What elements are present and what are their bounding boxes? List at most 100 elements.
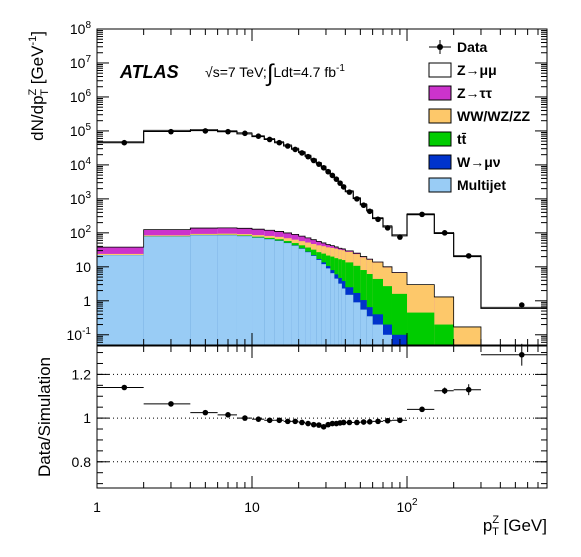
ratio-point	[419, 406, 425, 413]
data-point	[340, 184, 347, 190]
ttbar-bar	[391, 293, 408, 345]
data-point	[284, 143, 291, 149]
multijet-bar	[325, 268, 331, 345]
data-point	[419, 211, 425, 218]
data-point	[354, 196, 360, 202]
multijet-bar	[143, 236, 191, 345]
top-frame	[96, 28, 548, 346]
legend-swatch	[428, 154, 452, 170]
multijet-bar	[252, 237, 265, 345]
data-point	[310, 157, 317, 164]
ratio-point	[397, 417, 403, 424]
legend-data-marker	[437, 44, 443, 50]
data-point	[325, 168, 331, 175]
ratio-point	[305, 420, 311, 427]
data-point	[397, 234, 403, 240]
ratio-point	[354, 419, 360, 426]
data-point	[441, 230, 448, 236]
x-tick-label: 10	[244, 499, 260, 515]
data-point	[305, 153, 311, 160]
data-point	[242, 130, 248, 137]
ratio-point	[316, 422, 322, 428]
multijet-bar	[274, 240, 284, 345]
y-tick-label: 1	[83, 410, 91, 426]
y-tick-label: 103	[70, 190, 92, 207]
multijet-bar	[360, 309, 367, 345]
multijet-bar	[310, 255, 317, 345]
multijet-bar	[316, 259, 322, 345]
zmumu-bar	[480, 308, 547, 345]
multijet-bar	[330, 273, 335, 345]
multijet-bar	[190, 235, 218, 345]
energy-lumi-annotation: √s=7 TeV;∫Ldt=4.7 fb-1	[205, 60, 345, 87]
y-tick-label: 10-1	[67, 326, 92, 343]
legend-label: Multijet	[457, 177, 506, 193]
multijet-bar	[321, 264, 326, 345]
legend-label: Data	[457, 39, 488, 55]
multijet-bar	[372, 324, 384, 345]
ratio-point	[202, 409, 209, 416]
ratio-point	[299, 419, 305, 426]
data-point	[360, 202, 367, 209]
data-point	[292, 146, 299, 153]
multijet-bar	[283, 243, 292, 345]
data-point	[366, 208, 373, 215]
ratio-point	[310, 421, 317, 428]
multijet-bar	[353, 302, 361, 345]
bottom-frame	[96, 345, 548, 489]
legend-label: W→μν	[457, 154, 501, 170]
data-point	[276, 139, 283, 146]
ratio-point	[292, 418, 299, 425]
stacked-histograms	[97, 129, 547, 345]
ratio-point	[360, 419, 367, 425]
y-tick-label: 105	[70, 122, 92, 139]
ratio-point	[168, 401, 174, 407]
data-point	[384, 225, 391, 231]
data-point	[168, 128, 174, 135]
atlas-label: ATLAS	[119, 62, 179, 82]
ratio-point	[225, 412, 231, 418]
data-point	[316, 161, 322, 167]
data-point	[202, 128, 209, 134]
data-point	[266, 136, 273, 143]
y-tick-label: 1	[83, 293, 91, 309]
legend-swatch	[428, 131, 452, 147]
multijet-bar	[338, 283, 342, 345]
legend-label: WW/WZ/ZZ	[457, 108, 531, 124]
data-point	[337, 180, 343, 186]
x-tick-label: 102	[396, 497, 418, 515]
ratio-point	[325, 421, 331, 428]
legend-swatch	[428, 62, 452, 78]
data-point	[320, 165, 327, 171]
ratio-point	[242, 415, 248, 421]
multijet-bar	[305, 252, 311, 345]
y-tick-label: 108	[70, 20, 92, 37]
data-point	[518, 302, 525, 308]
ratio-point	[375, 418, 381, 425]
ratio-point	[366, 419, 373, 425]
legend: Data Z→μμ Z→ττ WW/WZ/ZZ tt̄ W→μν Multijet	[428, 39, 531, 193]
data-point	[329, 172, 336, 179]
multijet-bar	[341, 288, 346, 345]
ttbar-bar	[383, 286, 392, 345]
y-tick-label: 107	[70, 54, 92, 71]
ratio-point	[276, 417, 283, 424]
data-point	[333, 176, 340, 182]
ratio-point	[346, 419, 353, 426]
ttbar-bar	[372, 278, 384, 345]
legend-label: Z→μμ	[457, 62, 497, 78]
ttbar-bar	[407, 312, 435, 345]
legend-label: Z→ττ	[457, 85, 493, 101]
multijet-bar	[334, 278, 339, 345]
ratio-point	[121, 384, 128, 391]
ratio-point	[384, 417, 391, 424]
y-tick-label: 10	[75, 259, 91, 275]
multijet-bar	[236, 236, 253, 345]
ratio-point	[266, 417, 273, 424]
data-point	[121, 139, 128, 146]
ratio-y-axis-title: Data/Simulation	[35, 357, 54, 477]
multijet-bar	[383, 334, 392, 345]
x-axis-title: pZ T [GeV]	[483, 514, 547, 538]
data-point	[465, 253, 472, 259]
